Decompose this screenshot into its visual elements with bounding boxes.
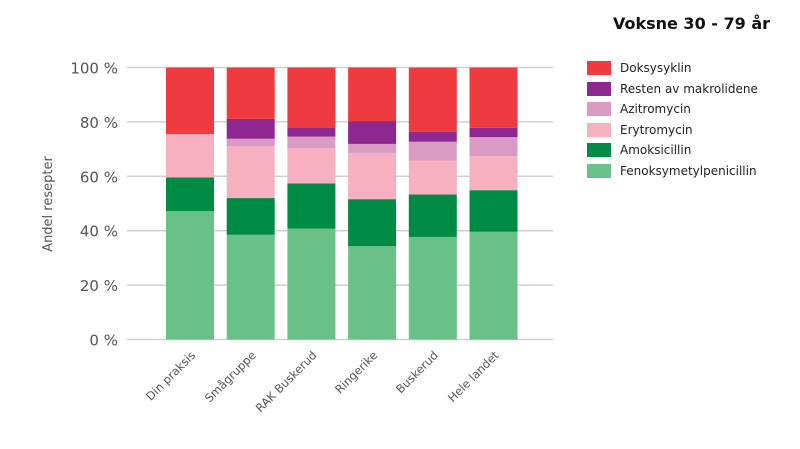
bar-segment-fenoksymetylpenicillin [348,246,397,340]
bar-segment-doksysyklin [408,67,457,132]
bar-segment-amoksicillin [226,198,275,235]
legend-label: Fenoksymetylpenicillin [620,163,757,178]
y-tick-label: 100 % [70,60,118,78]
bar-segment-amoksicillin [166,177,214,212]
bar-segment-amoksicillin [408,194,457,237]
legend: Doksysyklin Resten av makrolidene Azitromy… [587,58,758,181]
legend-label: Resten av makrolidene [620,81,758,96]
bar-segment-amoksicillin [348,199,397,247]
bar-segment-erytromycin [469,156,518,191]
bar-segment-fenoksymetylpenicillin [166,211,214,340]
legend-item: Erytromycin [587,120,758,141]
bar-segment-doksysyklin [166,67,214,135]
y-tick-label: 0 % [89,332,118,350]
chart-title: Voksne 30 - 79 år [612,14,770,33]
legend-swatch [587,163,611,178]
bar-segment-fenoksymetylpenicillin [287,228,336,340]
bar-segment-fenoksymetylpenicillin [469,231,518,340]
legend-item: Azitromycin [587,99,758,120]
bar-segment-resten-av-makrolidene [469,127,518,138]
y-tick-label: 80 % [80,114,118,132]
bar-segment-azitromycin [226,138,275,147]
bar-segment-doksysyklin [348,67,397,122]
legend-label: Amoksicillin [620,143,692,158]
x-tick-label: Ringerike [332,348,380,396]
bar-segment-azitromycin [287,136,336,149]
legend-item: Resten av makrolidene [587,79,758,100]
x-tick-label: RAK Buskerud [253,348,320,415]
bar-segment-azitromycin [348,143,397,153]
bar-segment-resten-av-makrolidene [226,118,275,139]
bar-segment-erytromycin [166,134,214,178]
legend-item: Amoksicillin [587,140,758,161]
x-tick-label: Buskerud [393,348,441,396]
y-tick-label: 20 % [80,277,118,295]
legend-label: Azitromycin [620,102,691,117]
legend-label: Erytromycin [620,122,693,137]
bar-segment-fenoksymetylpenicillin [226,234,275,340]
bar-segment-erytromycin [226,146,275,199]
bar-segment-doksysyklin [287,67,336,128]
legend-label: Doksysyklin [620,61,692,76]
y-tick-label: 60 % [80,168,118,186]
legend-swatch [587,81,611,96]
legend-swatch [587,102,611,117]
bar-segment-resten-av-makrolidene [287,127,336,137]
bar-segment-resten-av-makrolidene [348,121,397,144]
bar-segment-erytromycin [348,152,397,200]
legend-swatch [587,61,611,76]
x-tick-label: Hele landet [445,348,502,405]
legend-swatch [587,143,611,158]
bar-segment-azitromycin [469,137,518,157]
x-tick-label: Din praksis [143,348,198,403]
bar-segment-resten-av-makrolidene [408,131,457,142]
bar-segment-erytromycin [287,148,336,184]
legend-item: Doksysyklin [587,58,758,79]
x-tick-label: Smågruppe [202,348,259,405]
bar-segment-doksysyklin [226,67,275,119]
bar-segment-amoksicillin [287,183,336,229]
bar-segment-fenoksymetylpenicillin [408,236,457,340]
bar-segment-azitromycin [408,141,457,161]
bar-segment-erytromycin [408,160,457,195]
y-axis-label: Andel resepter [41,156,56,252]
y-tick-label: 40 % [80,223,118,241]
legend-item: Fenoksymetylpenicillin [587,161,758,182]
bar-segment-doksysyklin [469,67,518,128]
bar-segment-amoksicillin [469,190,518,232]
legend-swatch [587,122,611,137]
